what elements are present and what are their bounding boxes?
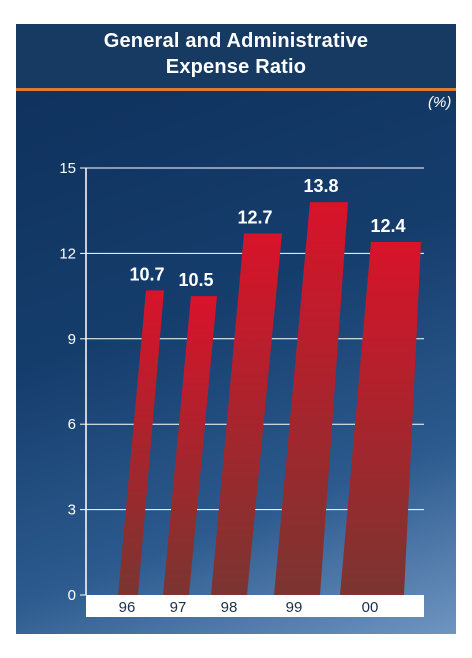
bar-98 <box>211 233 282 595</box>
bar-00 <box>340 242 421 595</box>
y-tick-label: 15 <box>59 160 76 177</box>
y-tick-label: 12 <box>59 245 76 262</box>
value-label: 13.8 <box>303 176 338 196</box>
y-tick-label: 9 <box>68 331 76 348</box>
x-tick-label: 00 <box>362 599 379 616</box>
x-tick-label: 99 <box>286 599 303 616</box>
bar-99 <box>274 202 348 595</box>
x-tick-label: 98 <box>221 599 238 616</box>
y-tick-label: 0 <box>68 587 76 604</box>
y-tick-label: 3 <box>68 502 76 519</box>
bar-97 <box>163 296 217 595</box>
value-label: 10.5 <box>178 270 213 290</box>
value-label: 12.7 <box>237 207 272 227</box>
x-axis-strip <box>86 595 424 617</box>
chart-title-line1: General and Administrative <box>103 30 369 52</box>
value-label: 12.4 <box>370 216 405 236</box>
x-tick-label: 96 <box>119 599 136 616</box>
chart-title-line2: Expense Ratio <box>165 56 307 78</box>
unit-label: (%) <box>428 94 452 111</box>
x-tick-label: 97 <box>170 599 187 616</box>
bar-96 <box>118 290 164 595</box>
chart-header: General and Administrative Expense Ratio <box>16 24 456 91</box>
y-tick-label: 6 <box>68 416 76 433</box>
value-label: 10.7 <box>129 264 164 284</box>
